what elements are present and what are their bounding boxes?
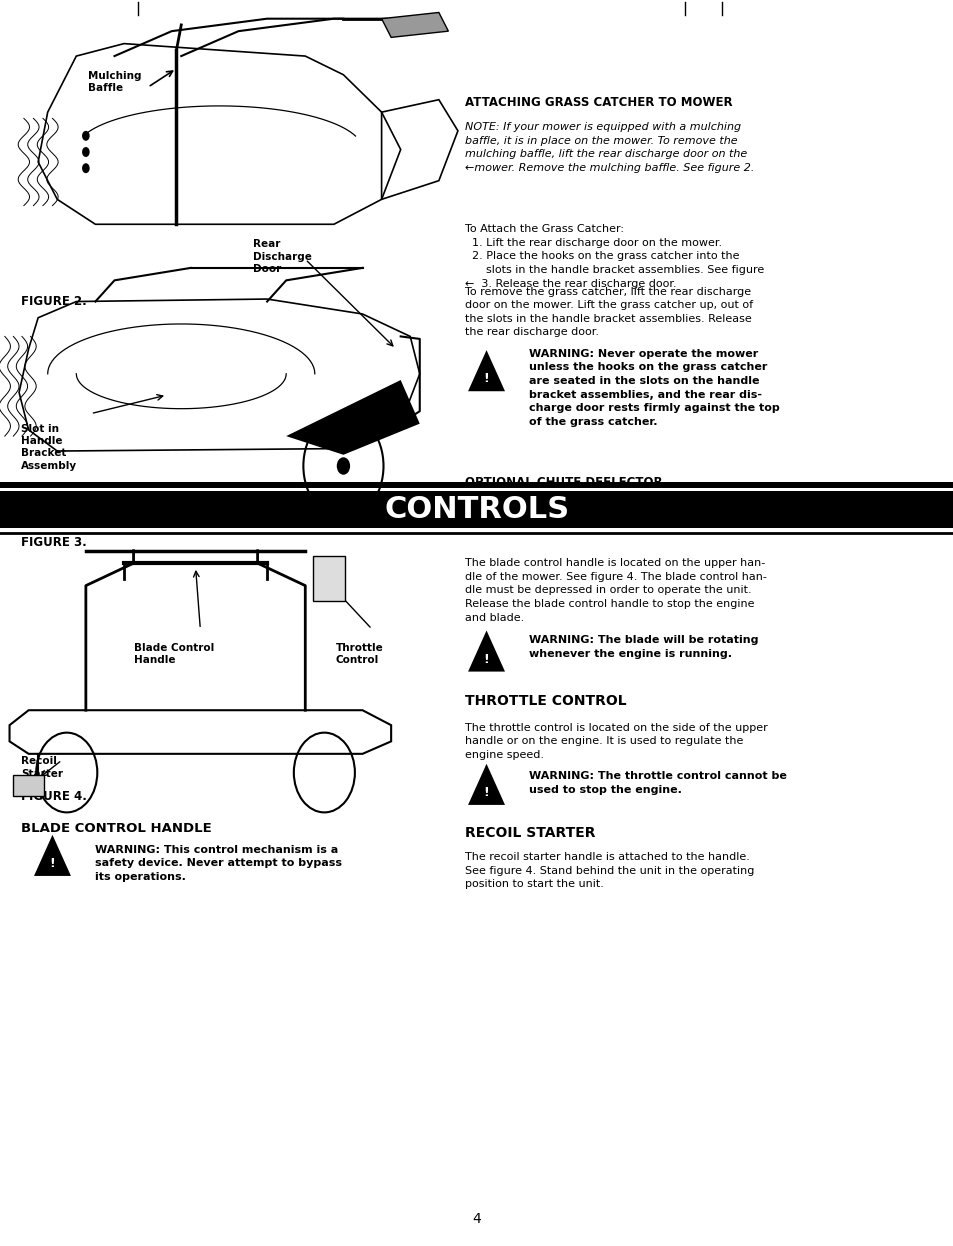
FancyBboxPatch shape xyxy=(13,775,44,796)
Text: OPTIONAL CHUTE DEFLECTOR: OPTIONAL CHUTE DEFLECTOR xyxy=(464,476,661,488)
Polygon shape xyxy=(468,350,504,391)
Text: FIGURE 3.: FIGURE 3. xyxy=(21,536,87,548)
Text: ATTACHING GRASS CATCHER TO MOWER: ATTACHING GRASS CATCHER TO MOWER xyxy=(464,96,732,108)
Text: Slot in
Handle
Bracket
Assembly: Slot in Handle Bracket Assembly xyxy=(21,424,77,471)
Text: Rear
Discharge
Door: Rear Discharge Door xyxy=(253,239,312,274)
Text: THROTTLE CONTROL: THROTTLE CONTROL xyxy=(464,694,625,708)
Text: WARNING: Never operate the mower
unless the hooks on the grass catcher
are seate: WARNING: Never operate the mower unless … xyxy=(529,349,780,427)
Text: WARNING: This control mechanism is a
safety device. Never attempt to bypass
its : WARNING: This control mechanism is a saf… xyxy=(95,845,342,882)
Text: WARNING: The throttle control cannot be
used to stop the engine.: WARNING: The throttle control cannot be … xyxy=(529,771,786,795)
Text: Mulching
Baffle: Mulching Baffle xyxy=(88,71,141,93)
Text: 4: 4 xyxy=(472,1211,481,1226)
Text: NOTE: If your mower is equipped with a mulching
baffle, it is in place on the mo: NOTE: If your mower is equipped with a m… xyxy=(464,122,753,173)
Text: The recoil starter handle is attached to the handle.
See figure 4. Stand behind : The recoil starter handle is attached to… xyxy=(464,852,753,890)
Text: If your mower is equipped with the optional chute
deflector, refer to page 12 at: If your mower is equipped with the optio… xyxy=(464,496,742,520)
Polygon shape xyxy=(468,630,504,672)
FancyBboxPatch shape xyxy=(0,482,953,488)
Polygon shape xyxy=(381,12,448,37)
Text: !: ! xyxy=(50,857,55,870)
Text: The throttle control is located on the side of the upper
handle or on the engine: The throttle control is located on the s… xyxy=(464,723,766,760)
Polygon shape xyxy=(468,764,504,805)
Text: RECOIL STARTER: RECOIL STARTER xyxy=(464,826,595,840)
Text: FIGURE 2.: FIGURE 2. xyxy=(21,295,87,308)
Text: Throttle
Control: Throttle Control xyxy=(335,643,383,665)
Text: The blade control handle is located on the upper han-
dle of the mower. See figu: The blade control handle is located on t… xyxy=(464,558,765,623)
FancyBboxPatch shape xyxy=(313,556,345,601)
Text: Recoil
Starter: Recoil Starter xyxy=(21,756,63,779)
Text: !: ! xyxy=(483,653,489,665)
FancyBboxPatch shape xyxy=(0,491,953,528)
Text: FIGURE 4.: FIGURE 4. xyxy=(21,790,87,802)
Text: !: ! xyxy=(483,373,489,385)
Circle shape xyxy=(336,457,350,475)
Circle shape xyxy=(82,131,90,141)
Text: To remove the grass catcher, lift the rear discharge
door on the mower. Lift the: To remove the grass catcher, lift the re… xyxy=(464,287,752,338)
Text: WARNING: The blade will be rotating
whenever the engine is running.: WARNING: The blade will be rotating when… xyxy=(529,635,759,659)
Circle shape xyxy=(82,163,90,173)
Polygon shape xyxy=(286,380,419,455)
Polygon shape xyxy=(34,835,71,876)
Text: Blade Control
Handle: Blade Control Handle xyxy=(133,643,213,665)
Text: To Attach the Grass Catcher:
  1. Lift the rear discharge door on the mower.
  2: To Attach the Grass Catcher: 1. Lift the… xyxy=(464,224,763,289)
Text: BLADE CONTROL HANDLE: BLADE CONTROL HANDLE xyxy=(21,822,212,835)
Text: !: ! xyxy=(483,786,489,799)
Circle shape xyxy=(82,147,90,157)
Text: CONTROLS: CONTROLS xyxy=(384,495,569,525)
